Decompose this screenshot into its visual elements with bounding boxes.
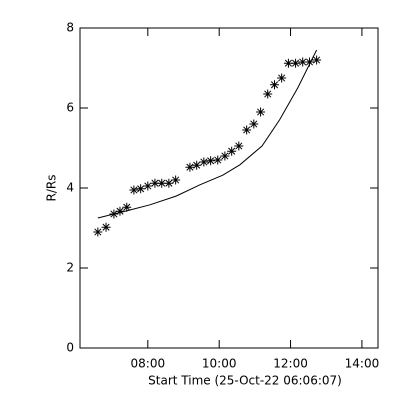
asterisk-point xyxy=(115,206,125,216)
asterisk-point xyxy=(93,227,103,237)
asterisk-point xyxy=(242,125,252,135)
asterisk-point xyxy=(291,58,301,68)
asterisk-point xyxy=(171,175,181,185)
y-tick-label: 8 xyxy=(66,21,74,35)
asterisk-point xyxy=(192,160,202,170)
asterisk-point xyxy=(213,155,223,165)
x-tick-label: 14:00 xyxy=(345,357,380,371)
asterisk-point xyxy=(227,146,237,156)
asterisk-point xyxy=(283,58,293,68)
asterisk-point xyxy=(143,181,153,191)
asterisk-point xyxy=(234,141,244,151)
plot-frame xyxy=(79,27,379,349)
y-tick-label: 0 xyxy=(66,341,74,355)
y-tick-label: 6 xyxy=(66,101,74,115)
asterisk-point xyxy=(185,162,195,172)
asterisk-point xyxy=(164,178,174,188)
asterisk-point xyxy=(277,73,287,83)
x-tick-label: 10:00 xyxy=(202,357,237,371)
y-tick-label: 4 xyxy=(66,181,74,195)
asterisk-point xyxy=(298,57,308,67)
fit-line xyxy=(97,49,318,219)
asterisk-point xyxy=(249,119,259,129)
x-axis-label: Start Time (25-Oct-22 06:06:07) xyxy=(148,374,342,388)
y-axis-label: R/Rs xyxy=(45,175,59,202)
y-tick-label: 2 xyxy=(66,261,74,275)
asterisk-point xyxy=(101,222,111,232)
asterisk-point xyxy=(199,157,209,167)
asterisk-point xyxy=(263,89,273,99)
asterisk-point xyxy=(270,80,280,90)
asterisk-point xyxy=(129,185,139,195)
asterisk-point xyxy=(206,156,216,166)
asterisk-point xyxy=(312,55,322,65)
x-tick-label: 12:00 xyxy=(273,357,308,371)
asterisk-point xyxy=(150,178,160,188)
asterisk-point xyxy=(256,107,266,117)
asterisk-point xyxy=(122,202,132,212)
asterisk-point xyxy=(220,151,230,161)
x-tick-label: 08:00 xyxy=(131,357,166,371)
asterisk-point xyxy=(136,184,146,194)
asterisk-point xyxy=(304,57,314,67)
asterisk-point xyxy=(157,178,167,188)
